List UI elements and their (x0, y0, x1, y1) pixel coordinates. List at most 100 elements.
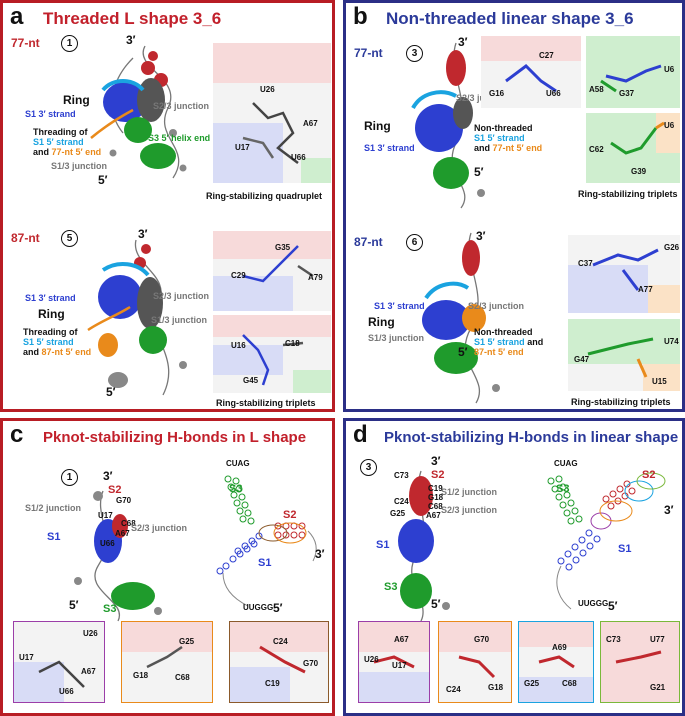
caption-triplets-b2: Ring-stabilizing triplets (571, 397, 671, 407)
nt-c68-d3: C68 (562, 679, 577, 688)
ss-label-3prime-d: 3′ (664, 503, 674, 517)
label-ring-b1: Ring (364, 119, 391, 133)
nt-g18-d2: G18 (488, 683, 504, 692)
inset-quadruplet (213, 43, 331, 183)
label-5prime-b1: 5′ (474, 165, 484, 179)
label-s2-d: S2 (431, 469, 445, 481)
nt-g35-a: G35 (275, 243, 291, 252)
label-3prime-b2: 3′ (476, 229, 486, 243)
nt-a58-b: A58 (589, 85, 604, 94)
nt-g16-b: G16 (489, 89, 505, 98)
nt-a77-b: A77 (638, 285, 653, 294)
panel-b: b Non-threaded linear shape 3_6 77-nt 3 … (343, 0, 685, 412)
nt-a67-d1: A67 (394, 635, 409, 644)
nt-c29-a: C29 (231, 271, 246, 280)
nt-c68-d: C68 (428, 502, 443, 511)
ss-seq-bottom-d: UUGGG (578, 599, 609, 608)
nt-c73-d4: C73 (606, 635, 621, 644)
label-5prime-b2: 5′ (458, 345, 468, 359)
nt-u17-c1: U17 (19, 653, 34, 662)
nt-a79-a: A79 (308, 273, 323, 282)
label-threading-a1: Threading of (33, 127, 88, 137)
panel-c: c Pknot-stabilizing H-bonds in L shape 1… (0, 418, 335, 716)
nt-u15-b: U15 (652, 377, 667, 386)
panel-a: a Threaded L shape 3_6 77-nt 1 3′ Ring S… (0, 0, 335, 412)
nt-g70-c3: G70 (303, 659, 319, 668)
nt-a67-d: A67 (426, 511, 441, 520)
nt-a67-c1: A67 (81, 667, 96, 676)
nt-c19-c3: C19 (265, 679, 280, 688)
ss-seq-top-d: CUAG (554, 459, 578, 468)
nt-u6-b2: U6 (664, 121, 675, 130)
label-s3-d: S3 (384, 581, 398, 593)
ss-label-3prime-c: 3′ (315, 547, 325, 561)
label-87nt-b: 87-nt (354, 235, 383, 249)
label-s1-3prime-b1: S1 3′ strand (364, 143, 415, 153)
nt-g18-c2: G18 (133, 671, 149, 680)
molecule-l-shape (58, 476, 178, 626)
label-and-87nt-5prime: and 87-nt 5′ end (23, 347, 92, 357)
nt-u66-c1: U66 (59, 687, 74, 696)
model-number-6: 6 (406, 234, 423, 251)
nt-c27-b: C27 (539, 51, 554, 60)
nt-u77-d4: U77 (650, 635, 665, 644)
label-s1-5prime-a1: S1 5′ strand (33, 137, 84, 147)
panel-d-title: Pknot-stabilizing H-bonds in linear shap… (384, 429, 679, 446)
inset-d1 (358, 621, 430, 703)
label-s23-b2: S2/3 junction (468, 301, 525, 311)
label-threading-a2: Threading of (23, 327, 78, 337)
nt-c18-a: C18 (285, 339, 300, 348)
molecule-77nt-linear (401, 38, 501, 213)
nt-g70-c: G70 (116, 496, 132, 505)
nt-u26-c1: U26 (83, 629, 98, 638)
inset-triplet-a1 (213, 231, 331, 311)
nt-u66-a: U66 (291, 153, 306, 162)
molecule-linear-shape (376, 466, 466, 626)
nt-u17-a: U17 (235, 143, 250, 152)
nt-g70-d2: G70 (474, 635, 490, 644)
ss-seq-top-c: CUAG (226, 459, 250, 468)
inset-d4 (600, 621, 680, 703)
model-number-3: 3 (406, 45, 423, 62)
ss-label-s2-d: S2 (642, 469, 656, 481)
label-77nt-b: 77-nt (354, 46, 383, 60)
label-ring-a1: Ring (63, 93, 90, 107)
label-nonthreaded-b1: Non-threaded (474, 123, 533, 133)
nt-g37-b: G37 (619, 89, 635, 98)
nt-u26-a: U26 (260, 85, 275, 94)
label-5prime-d: 5′ (431, 597, 441, 611)
label-s13-a1: S1/3 junction (51, 161, 108, 171)
label-3prime-d: 3′ (431, 454, 441, 468)
nt-g26-b: G26 (664, 243, 680, 252)
label-s3-5prime-helix: S3 5′ helix end (148, 133, 211, 143)
nt-u66-b: U66 (546, 89, 561, 98)
label-5prime-a1: 5′ (98, 173, 108, 187)
nt-u16-a: U16 (231, 341, 246, 350)
panel-d: d Pknot-stabilizing H-bonds in linear sh… (343, 418, 685, 716)
caption-triplets-a: Ring-stabilizing triplets (216, 398, 316, 408)
label-s23-c: S2/3 junction (131, 523, 188, 533)
inset-c2 (121, 621, 213, 703)
model-number-1-c: 1 (61, 469, 78, 486)
molecule-77nt-threaded (73, 38, 213, 188)
label-87nt: 87-nt (11, 231, 40, 245)
model-number-1: 1 (61, 35, 78, 52)
nt-c24-d2: C24 (446, 685, 461, 694)
label-5prime-c: 5′ (69, 598, 79, 612)
nt-g47-b: G47 (574, 355, 590, 364)
inset-d3 (518, 621, 594, 703)
nt-a67-a: A67 (303, 119, 318, 128)
inset-triplet-a2 (213, 315, 331, 393)
label-s13-a2: S1/3 junction (151, 315, 208, 325)
ss-label-s1-d: S1 (618, 543, 632, 555)
label-s1-3prime-a1: S1 3′ strand (25, 109, 76, 119)
label-s12-c: S1/2 junction (25, 503, 82, 513)
nt-u74-b: U74 (664, 337, 679, 346)
label-nonthreaded-b2: Non-threaded (474, 327, 533, 337)
label-s1-d: S1 (376, 539, 390, 551)
nt-g18-d: G18 (428, 493, 444, 502)
ss-label-5prime-d: 5′ (608, 599, 618, 613)
nt-g25-d3: G25 (524, 679, 540, 688)
model-number-5: 5 (61, 230, 78, 247)
molecule-87nt-threaded (78, 235, 213, 405)
